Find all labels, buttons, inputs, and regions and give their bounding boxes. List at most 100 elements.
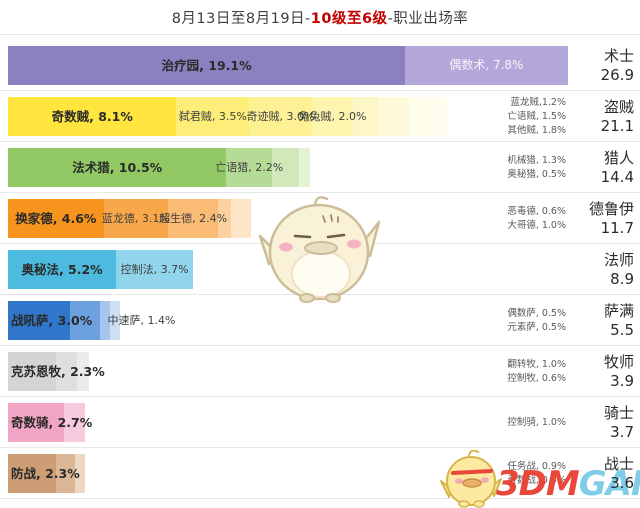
bar-segment [311, 97, 354, 136]
bar-segment [103, 199, 169, 238]
minor-deck-label: 奥秘猎, 0.5% [507, 168, 566, 180]
segment-label: 偶数术, 7.8% [449, 58, 524, 72]
bar-segment [176, 97, 250, 136]
minor-deck-labels: 偶数萨, 0.5% 元素萨, 0.5% [507, 295, 566, 346]
bar-segment [230, 199, 252, 238]
class-summary: 法师 8.9 [604, 244, 634, 295]
segment-label: 奇数贼, 8.1% [51, 109, 133, 124]
class-total: 5.5 [610, 320, 634, 339]
segment-label: 超生德, 2.4% [159, 212, 228, 225]
bar-segment [299, 148, 310, 187]
segment-label: 奥秘法, 5.2% [21, 262, 103, 277]
class-summary: 猎人 14.4 [601, 142, 634, 193]
segment-label: 亡语猎, 2.2% [215, 161, 284, 174]
class-total: 26.9 [600, 65, 634, 84]
bar-segment [109, 301, 121, 340]
bar-segment [226, 148, 273, 187]
bar-segment [353, 97, 379, 136]
bar-segment [8, 46, 406, 85]
minor-deck-label: 大哥德, 1.0% [507, 219, 566, 231]
title-suffix: -职业出场率 [387, 11, 469, 27]
bar-segment [218, 199, 231, 238]
class-summary: 战士 3.6 [604, 448, 634, 499]
bar-segment [116, 250, 194, 289]
class-row: 防战, 2.3% 任务战, 0.9% 奇数战, 0.5% 战士 3.6 [0, 448, 640, 499]
class-row: 克苏恩牧, 2.3% 翻转牧, 1.0% 控制牧, 0.6% 牧师 3.9 [0, 346, 640, 397]
bar-segment [8, 454, 56, 493]
class-total: 3.6 [610, 473, 634, 492]
class-total: 21.1 [600, 116, 634, 135]
minor-deck-label: 翻转牧, 1.0% [507, 358, 566, 370]
bar-segment [249, 97, 312, 136]
bar-segment [64, 403, 85, 442]
class-name: 猎人 [603, 148, 634, 167]
minor-deck-label: 蓝龙贼,1.2% [510, 96, 566, 108]
segment-label: 蓝龙德, 3.1% [101, 212, 170, 225]
minor-deck-labels: 恶毒德, 0.6% 大哥德, 1.0% [507, 193, 566, 244]
class-name: 德鲁伊 [588, 199, 634, 218]
class-name: 骑士 [603, 403, 634, 422]
bar-segment [272, 148, 300, 187]
class-total: 3.7 [610, 422, 634, 441]
minor-deck-labels: 翻转牧, 1.0% 控制牧, 0.6% [507, 346, 566, 397]
minor-deck-labels: 控制骑, 1.0% [507, 397, 566, 448]
minor-deck-label: 奇数战, 0.5% [507, 474, 566, 486]
minor-deck-label: 控制骑, 1.0% [507, 416, 566, 428]
class-summary: 德鲁伊 11.7 [589, 193, 634, 244]
title-rank-range: 10级至6级 [310, 11, 388, 27]
class-name: 牧师 [603, 352, 634, 371]
minor-deck-label: 控制牧, 0.6% [507, 372, 566, 384]
class-total: 3.9 [610, 371, 634, 390]
bar-segment [55, 352, 77, 391]
class-row: 奥秘法, 5.2% 控制法, 3.7% 法师 8.9 [0, 244, 640, 295]
segment-label: 治疗园, 19.1% [161, 58, 252, 73]
class-name: 盗贼 [603, 97, 634, 116]
bar-segment [76, 352, 90, 391]
segment-label: 战吼萨, 3.0% [11, 313, 93, 328]
minor-deck-labels: 任务战, 0.9% 奇数战, 0.5% [507, 448, 566, 499]
segment-label: 控制法, 3.7% [120, 263, 189, 276]
class-name: 术士 [603, 46, 634, 65]
segment-label: 奇迹贼, 3.0% [246, 110, 315, 123]
class-row: 换家德, 4.6% 蓝龙德, 3.1% 超生德, 2.4% 恶毒德, 0.6% 大哥德,… [0, 193, 640, 244]
bar-segment [8, 97, 177, 136]
minor-deck-label: 亡语贼, 1.5% [507, 110, 566, 122]
class-summary: 牧师 3.9 [604, 346, 634, 397]
bar-segment [8, 301, 71, 340]
class-total: 11.7 [600, 218, 634, 237]
bar-segment [8, 352, 56, 391]
chart-title: 8月13日至8月19日-10级至6级-职业出场率 [0, 7, 640, 28]
class-total: 8.9 [610, 269, 634, 288]
segment-label: 防战, 2.3% [11, 466, 80, 481]
class-summary: 盗贼 21.1 [601, 91, 634, 142]
minor-deck-label: 其他贼, 1.8% [507, 124, 566, 136]
class-summary: 术士 26.9 [601, 40, 634, 91]
bar-segment [55, 454, 75, 493]
class-name: 战士 [603, 454, 634, 473]
bar-segment [8, 250, 117, 289]
bar-segment [405, 46, 568, 85]
minor-deck-labels: 机械猎, 1.3% 奥秘猎, 0.5% [507, 142, 566, 193]
bar-segment [409, 97, 447, 136]
minor-deck-label: 任务战, 0.9% [507, 460, 566, 472]
minor-deck-label: 偶数萨, 0.5% [507, 307, 566, 319]
bar-segment [8, 148, 227, 187]
segment-label: 法术猎, 10.5% [72, 160, 163, 175]
bar-segment [70, 301, 100, 340]
bar-segment [99, 301, 110, 340]
minor-deck-label: 机械猎, 1.3% [507, 154, 566, 166]
title-date-range: 8月13日至8月19日- [171, 11, 311, 27]
class-summary: 骑士 3.7 [604, 397, 634, 448]
segment-label: 克苏恩牧, 2.3% [11, 364, 105, 379]
class-total: 14.4 [600, 167, 634, 186]
class-row: 奇数贼, 8.1% 弑君贼, 3.5% 奇迹贼, 3.0% 兔兔贼, 2.0% 蓝龙贼,… [0, 91, 640, 142]
segment-label: 兔兔贼, 2.0% [298, 110, 367, 123]
class-name: 萨满 [603, 301, 634, 320]
segment-label: 弑君贼, 3.5% [178, 110, 247, 123]
class-name: 法师 [603, 250, 634, 269]
minor-deck-labels: 蓝龙贼,1.2% 亡语贼, 1.5% 其他贼, 1.8% [507, 91, 566, 142]
bar-segment [168, 199, 219, 238]
class-row: 治疗园, 19.1% 偶数术, 7.8% 术士 26.9 [0, 40, 640, 91]
segment-label: 奇数骑, 2.7% [11, 415, 93, 430]
